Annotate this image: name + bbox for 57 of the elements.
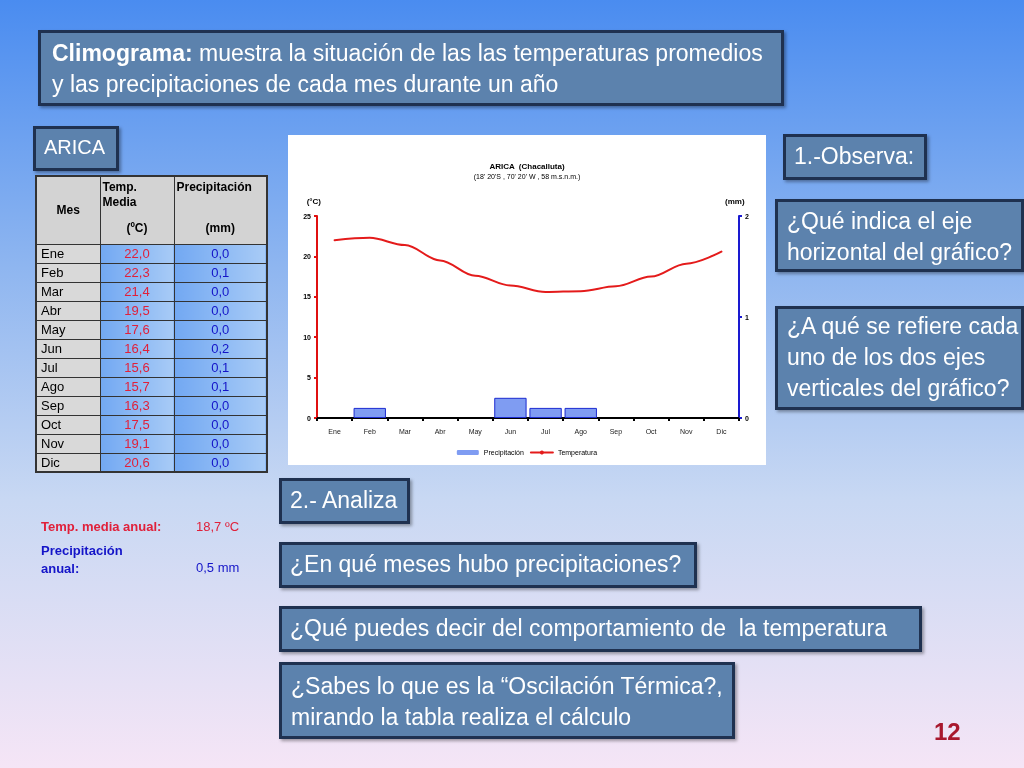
category-label: Dic — [41, 454, 60, 470]
category-label: Abr — [41, 303, 62, 318]
text: 0,0 — [174, 244, 267, 263]
text: Precipitación anual: — [41, 542, 124, 578]
text: 0,1 — [174, 377, 267, 396]
text: ¿Sabes lo que es la “Oscilación Térmica?, mirando la tabla realiza el cálculo — [279, 662, 735, 739]
y-axis-title: (°C) — [306, 196, 322, 206]
category-label: Sep — [41, 398, 65, 413]
category-label: Jul — [41, 360, 58, 375]
chart-title: ARICA (Chacalluta) — [489, 161, 565, 171]
text: 0,0 — [174, 396, 267, 415]
category-label: Jun — [41, 341, 62, 356]
text: 0,0 — [174, 282, 267, 301]
category-label: Mar — [41, 284, 64, 299]
text: 2.- Analiza — [279, 478, 410, 524]
text: 16,4 — [100, 339, 174, 358]
text: 0,5 mm — [196, 560, 240, 575]
text: 17,6 — [100, 320, 174, 339]
text: Precipitación — [176, 180, 253, 195]
text: 22,0 — [100, 244, 174, 263]
text: Temp. Media — [102, 180, 138, 210]
text: 20,6 — [100, 453, 174, 472]
text: 0,0 — [174, 320, 267, 339]
text: 12 — [934, 718, 961, 746]
text: 0,0 — [174, 434, 267, 453]
text: (mm) — [204, 221, 236, 235]
text: Climograma: — [52, 40, 193, 66]
text: Mes — [36, 176, 100, 244]
text: 0,1 — [174, 358, 267, 377]
text: ¿A qué se refiere cada uno de los dos ejes verticales del gráfico? — [775, 306, 1024, 410]
text: 21,4 — [100, 282, 174, 301]
text: 15,7 — [100, 377, 174, 396]
text: Temp. media anual: — [41, 519, 162, 534]
text: 22,3 — [100, 263, 174, 282]
text: ¿En qué meses hubo precipitaciones? — [279, 542, 697, 588]
text: 0,1 — [174, 263, 267, 282]
text: (ºC) — [125, 221, 149, 235]
text: 0,0 — [174, 301, 267, 320]
text: 16,3 — [100, 396, 174, 415]
y2-axis-title: (mm) — [725, 196, 745, 206]
text: 19,1 — [100, 434, 174, 453]
category-label: Ago — [41, 379, 65, 394]
text: 15,6 — [100, 358, 174, 377]
text: ¿Qué puedes decir del comportamiento de la temperatura — [279, 606, 922, 652]
text: 18,7 ºC — [196, 519, 240, 534]
category-label: Feb — [41, 265, 64, 280]
text: ARICA — [33, 126, 119, 171]
text: 0,0 — [174, 453, 267, 472]
text: ¿Qué indica el eje horizontal del gráfico? — [775, 199, 1024, 272]
text: 0,2 — [174, 339, 267, 358]
text: 17,5 — [100, 415, 174, 434]
line-series — [333, 236, 723, 293]
category-label: May — [41, 322, 66, 337]
text: 19,5 — [100, 301, 174, 320]
text: 0,0 — [174, 415, 267, 434]
text: 1.-Observa: — [783, 134, 927, 180]
category-label: Ene — [41, 246, 65, 261]
